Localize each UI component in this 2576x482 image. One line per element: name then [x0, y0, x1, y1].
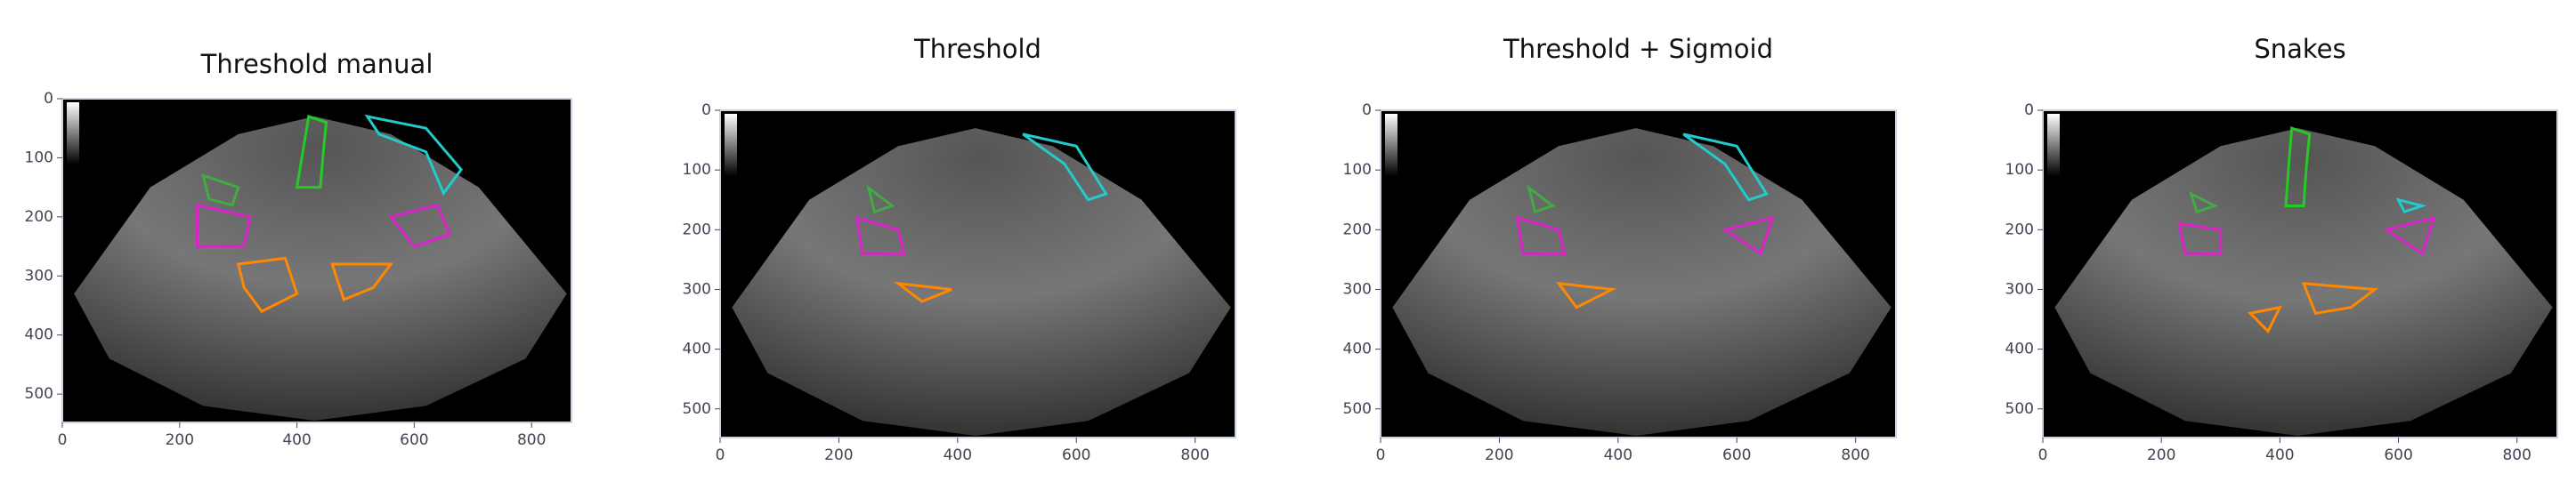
panel-title: Threshold: [913, 34, 1041, 64]
contour: [2177, 221, 2223, 255]
axes-frame: [719, 109, 1236, 438]
y-tick-label: 300: [683, 280, 711, 298]
contour: [1515, 215, 1567, 255]
contour: [2395, 197, 2427, 213]
contour: [196, 203, 252, 248]
y-tick-label: 200: [25, 208, 53, 226]
x-tick-label: 200: [824, 446, 853, 464]
contour: [1022, 133, 1108, 202]
axes-frame: [2042, 109, 2558, 438]
x-tick-label: 800: [1180, 446, 1209, 464]
ultrasound-fan: [732, 128, 1231, 436]
y-tick-label: 100: [683, 161, 711, 179]
panel-title: Threshold + Sigmoid: [1503, 34, 1773, 64]
y-tick-label: 0: [1362, 101, 1372, 119]
x-tick-label: 600: [400, 431, 428, 449]
contour: [1682, 133, 1769, 202]
ultrasound-fan: [1392, 128, 1891, 436]
intensity-bar: [1385, 114, 1397, 176]
y-tick-label: 400: [2005, 341, 2034, 358]
contour: [295, 114, 328, 189]
x-tick-label: 0: [716, 446, 725, 464]
ultrasound-fan: [2054, 128, 2553, 436]
x-tick-label: 600: [2384, 446, 2412, 464]
x-tick-label: 800: [1841, 446, 1869, 464]
contour: [1721, 215, 1775, 256]
contour: [201, 173, 240, 207]
x-tick-label: 200: [2147, 446, 2175, 464]
intensity-bar: [67, 102, 79, 165]
x-tick-label: 0: [58, 431, 68, 449]
x-tick-label: 400: [944, 446, 972, 464]
contour: [2301, 282, 2378, 316]
contour: [364, 114, 464, 197]
y-tick-label: 200: [1343, 221, 1372, 238]
x-tick-label: 800: [517, 431, 546, 449]
x-tick-label: 600: [1062, 446, 1090, 464]
x-tick-label: 200: [1485, 446, 1513, 464]
contour: [1527, 184, 1556, 214]
y-tick-label: 400: [25, 326, 53, 344]
intensity-bar: [2047, 114, 2060, 176]
y-tick-label: 400: [683, 341, 711, 358]
y-tick-label: 200: [683, 221, 711, 238]
contour: [893, 281, 952, 303]
contour: [388, 203, 451, 248]
contour: [330, 262, 394, 301]
contour: [2383, 215, 2436, 256]
y-tick-label: 300: [1343, 280, 1372, 298]
y-tick-label: 500: [2005, 400, 2034, 418]
x-tick-label: 400: [282, 431, 311, 449]
y-tick-label: 400: [1343, 341, 1372, 358]
axes-frame: [61, 98, 572, 423]
x-tick-label: 400: [1604, 446, 1632, 464]
contour: [236, 256, 299, 314]
contour: [1555, 281, 1617, 309]
panel-title: Snakes: [2254, 34, 2345, 64]
contour: [866, 184, 895, 214]
y-tick-label: 100: [1343, 161, 1372, 179]
y-tick-label: 0: [701, 101, 711, 119]
contour: [2248, 305, 2283, 334]
contour: [855, 215, 906, 255]
y-tick-label: 200: [2005, 221, 2034, 238]
x-tick-label: 0: [2038, 446, 2048, 464]
x-tick-label: 0: [1376, 446, 1386, 464]
x-tick-label: 600: [1722, 446, 1751, 464]
x-tick-label: 200: [166, 431, 194, 449]
intensity-bar: [725, 114, 737, 176]
y-tick-label: 300: [25, 267, 53, 285]
contour: [2284, 126, 2312, 207]
y-tick-label: 500: [25, 385, 53, 403]
y-tick-label: 500: [683, 400, 711, 418]
y-tick-label: 100: [2005, 161, 2034, 179]
y-tick-label: 500: [1343, 400, 1372, 418]
y-tick-label: 0: [2024, 101, 2034, 119]
y-tick-label: 300: [2005, 280, 2034, 298]
panel-title: Threshold manual: [200, 49, 433, 79]
contour: [2188, 191, 2218, 214]
x-tick-label: 800: [2502, 446, 2531, 464]
x-tick-label: 400: [2265, 446, 2294, 464]
y-tick-label: 0: [44, 90, 53, 108]
y-tick-label: 100: [25, 149, 53, 166]
axes-frame: [1380, 109, 1897, 438]
